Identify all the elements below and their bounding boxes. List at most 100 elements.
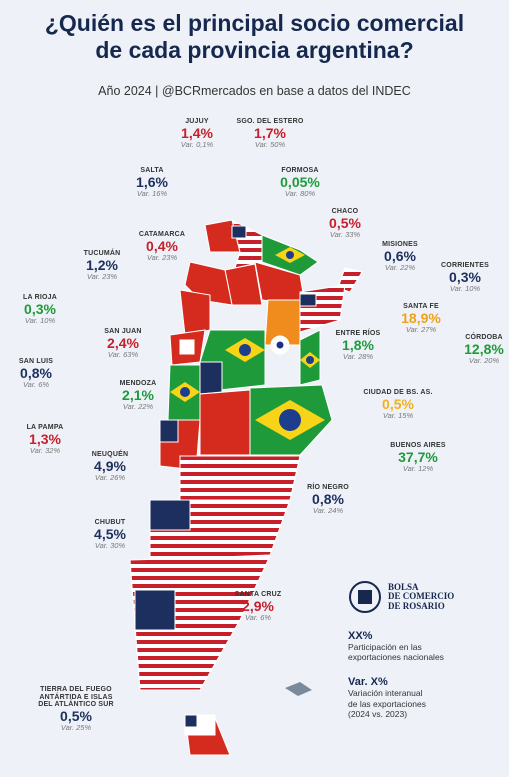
province-name-line: CÓRDOBA xyxy=(465,334,503,341)
province-name-line: ANTÁRTIDA E ISLAS xyxy=(39,693,113,701)
province-name: NEUQUÉN xyxy=(50,451,170,459)
province-var: Var. 27% xyxy=(405,325,437,335)
logo-line: DE COMERCIO xyxy=(388,591,455,602)
province-share: 37,7% xyxy=(398,448,438,465)
province-label: CIUDAD DE BS. AS. 0,5% Var. 15% xyxy=(338,389,458,420)
subtitle: Año 2024 | @BCRmercados en base a datos … xyxy=(98,84,411,98)
province-var: Var. 15% xyxy=(382,411,414,421)
province-name: SAN LUIS xyxy=(0,358,96,366)
province-var: Var. 0,1% xyxy=(180,140,214,150)
province-var: Var. 26% xyxy=(94,473,126,483)
province-var: Var. 32% xyxy=(29,446,61,456)
legend-desc-line: Participación en las xyxy=(348,642,422,652)
legend-desc-line: Variación interanual xyxy=(348,688,423,699)
province-name: RÍO NEGRO xyxy=(268,484,388,492)
province-share: 4,5% xyxy=(94,525,126,542)
province-name: FORMOSA xyxy=(240,167,360,175)
province-label: RÍO NEGRO 0,8% Var. 24% xyxy=(268,484,388,515)
province-name: TUCUMÁN xyxy=(42,250,162,258)
province-label: MENDOZA 2,1% Var. 22% xyxy=(78,380,198,411)
province-name: JUJUY xyxy=(137,118,257,126)
province-label: SAN JUAN 2,4% Var. 63% xyxy=(63,328,183,359)
province-share: 1,8% xyxy=(342,336,374,353)
province-name-line: ENTRE RÍOS xyxy=(335,330,381,337)
province-name-line: CHACO xyxy=(331,208,359,215)
province-var: Var. 30% xyxy=(94,541,126,551)
province-share: 2,9% xyxy=(242,597,274,614)
province-name-line: RÍO NEGRO xyxy=(307,484,349,491)
province-var: Var. 10% xyxy=(24,316,56,326)
province-name: TIERRA DEL FUEGO ANTÁRTIDA E ISLAS DEL ATL… xyxy=(16,686,136,709)
province-label: CATAMARCA 0,4% Var. 23% xyxy=(102,231,222,262)
province-name: CÓRDOBA xyxy=(424,334,509,342)
province-name: SGO. DEL ESTERO xyxy=(210,118,330,126)
province-name-line: SALTA xyxy=(140,167,164,174)
province-name-line: JUJUY xyxy=(185,118,209,125)
title-line: ¿Quién es el principal socio comercial xyxy=(44,10,465,36)
province-share: 0,3% xyxy=(449,268,481,285)
province-name-line: LA RIOJA xyxy=(22,294,57,301)
province-name: ENTRE RÍOS xyxy=(298,330,418,338)
province-share: 0,3% xyxy=(24,300,56,317)
province-name: CORRIENTES xyxy=(405,262,509,270)
province-name: CHACO xyxy=(285,208,405,216)
province-var: Var. 33% xyxy=(329,230,361,240)
province-name-line: CORRIENTES xyxy=(441,262,489,269)
legend-desc-line: (2024 vs. 2023) xyxy=(348,708,408,719)
province-share: 0,5% xyxy=(329,214,361,231)
province-label: NEUQUÉN 4,9% Var. 26% xyxy=(50,451,170,482)
province-label: TUCUMÁN 1,2% Var. 23% xyxy=(42,250,162,281)
logo-line: BOLSA xyxy=(388,581,419,592)
logo: BOLSA DE COMERCIO DE ROSARIO xyxy=(348,580,498,614)
province-name: SAN JUAN xyxy=(63,328,183,336)
province-var: Var. 80% xyxy=(284,189,316,199)
province-var: Var. 50% xyxy=(254,140,286,150)
province-name: LA PAMPA xyxy=(0,424,105,432)
province-var: Var. 20% xyxy=(468,356,500,366)
province-label: CÓRDOBA 12,8% Var. 20% xyxy=(424,334,509,365)
province-var: Var. 22% xyxy=(122,402,154,412)
province-label: LA PAMPA 1,3% Var. 32% xyxy=(0,424,105,455)
province-name-line: SAN LUIS xyxy=(18,358,54,365)
legend-var-desc: Variación interanual de las exportaciones… xyxy=(348,688,498,719)
province-share: 2,1% xyxy=(122,386,154,403)
province-var: Var. 28% xyxy=(342,352,374,362)
province-var: Var. 22% xyxy=(384,263,416,273)
province-share: 1,2% xyxy=(86,256,118,273)
province-name: CATAMARCA xyxy=(102,231,222,239)
province-name-line: SANTA FE xyxy=(403,303,439,310)
province-name-line: SANTA CRUZ xyxy=(234,591,282,598)
province-name: CIUDAD DE BS. AS. xyxy=(338,389,458,397)
legend: BOLSA DE COMERCIO DE ROSARIO XX% Participa… xyxy=(348,580,498,719)
province-share: 0,5% xyxy=(382,395,414,412)
province-share: 2,4% xyxy=(107,334,139,351)
province-share: 1,4% xyxy=(181,124,213,141)
legend-var-key: Var. X% xyxy=(348,676,388,689)
province-var: Var. 10% xyxy=(449,284,481,294)
province-label: SANTA CRUZ 2,9% Var. 6% xyxy=(198,591,318,622)
title: ¿Quién es el principal socio comercial de… xyxy=(0,10,509,64)
province-var: Var. 6% xyxy=(22,380,50,390)
province-var: Var. 16% xyxy=(136,189,168,199)
province-label: ENTRE RÍOS 1,8% Var. 28% xyxy=(298,330,418,361)
province-var: Var. 6% xyxy=(244,613,272,623)
province-var: Var. 24% xyxy=(312,506,344,516)
province-label: LA RIOJA 0,3% Var. 10% xyxy=(0,294,100,325)
province-var: Var. 23% xyxy=(146,253,178,263)
province-name: LA RIOJA xyxy=(0,294,100,302)
province-name: MISIONES xyxy=(340,241,460,249)
province-share: 4,9% xyxy=(94,457,126,474)
title-line: de cada provincia argentina? xyxy=(95,37,414,63)
province-name-line: NEUQUÉN xyxy=(91,451,129,458)
province-name-line: TUCUMÁN xyxy=(83,250,121,257)
province-name: MENDOZA xyxy=(78,380,198,388)
logo-icon xyxy=(349,581,381,613)
province-share: 0,4% xyxy=(146,237,178,254)
province-name-line: MENDOZA xyxy=(119,380,157,387)
province-name-line: BUENOS AIRES xyxy=(390,442,446,449)
province-var: Var. 23% xyxy=(86,272,118,282)
logo-text: BOLSA DE COMERCIO DE ROSARIO xyxy=(388,581,455,611)
province-share: 18,9% xyxy=(401,309,441,326)
